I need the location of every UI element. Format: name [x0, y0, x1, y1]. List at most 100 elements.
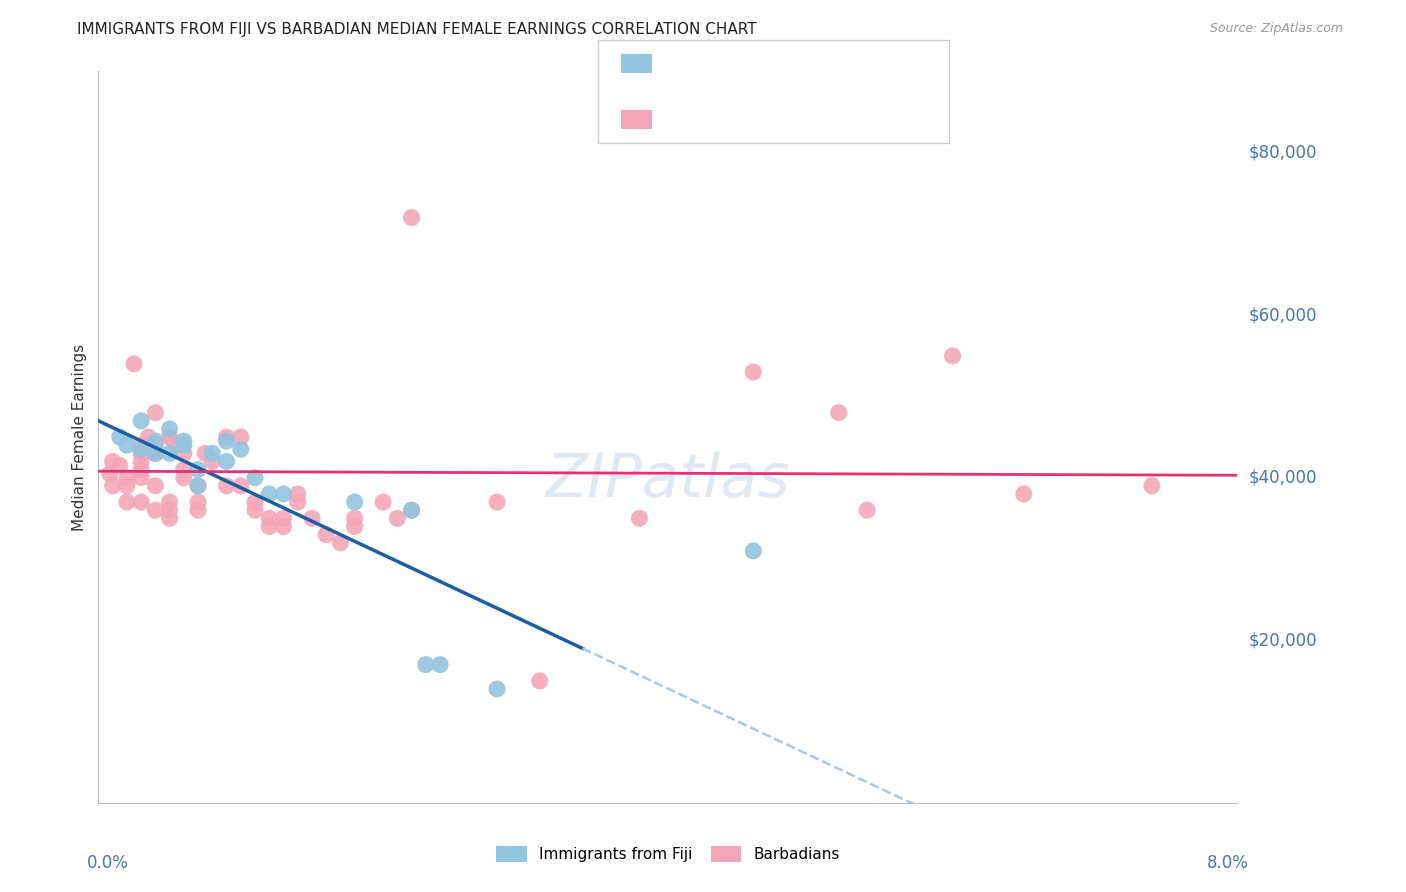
Point	[201, 454, 224, 468]
Text: $80,000: $80,000	[1249, 144, 1317, 161]
Text: $40,000: $40,000	[1249, 468, 1317, 487]
Text: $20,000: $20,000	[1249, 632, 1317, 649]
Point	[273, 487, 295, 501]
Point	[628, 511, 651, 525]
Point	[259, 511, 281, 525]
Point	[115, 479, 138, 493]
Point	[343, 519, 366, 533]
Point	[145, 434, 167, 449]
Point	[115, 438, 138, 452]
Point	[145, 438, 167, 452]
Point	[243, 495, 266, 509]
Text: ZIPatlas: ZIPatlas	[546, 451, 790, 510]
Point	[742, 544, 765, 558]
Point	[129, 462, 152, 476]
Point	[173, 471, 195, 485]
Point	[429, 657, 451, 672]
Point	[187, 462, 209, 476]
Point	[401, 503, 423, 517]
Text: $60,000: $60,000	[1249, 306, 1317, 324]
Point	[145, 479, 167, 493]
Point	[129, 471, 152, 485]
Y-axis label: Median Female Earnings: Median Female Earnings	[72, 343, 87, 531]
Point	[243, 471, 266, 485]
Point	[343, 511, 366, 525]
Point	[129, 414, 152, 428]
Point	[742, 365, 765, 379]
Text: 8.0%: 8.0%	[1206, 854, 1249, 872]
Point	[486, 495, 509, 509]
Point	[159, 446, 181, 460]
Point	[173, 446, 195, 460]
Point	[166, 438, 188, 452]
Point	[129, 495, 152, 509]
Point	[856, 503, 879, 517]
Point	[401, 503, 423, 517]
Point	[136, 430, 159, 444]
Point	[129, 442, 152, 457]
Point	[273, 511, 295, 525]
Point	[287, 495, 309, 509]
Point	[187, 479, 209, 493]
Point	[529, 673, 551, 688]
Point	[1012, 487, 1035, 501]
Point	[108, 430, 131, 444]
Point	[201, 446, 224, 460]
Point	[259, 519, 281, 533]
Point	[215, 430, 238, 444]
Text: 0.0%: 0.0%	[87, 854, 129, 872]
Point	[145, 446, 167, 460]
Point	[145, 446, 167, 460]
Point	[387, 511, 409, 525]
Point	[229, 442, 252, 457]
Point	[98, 467, 121, 481]
Point	[215, 479, 238, 493]
Point	[173, 438, 195, 452]
Point	[229, 479, 252, 493]
Point	[129, 446, 152, 460]
Point	[187, 495, 209, 509]
Point	[101, 454, 124, 468]
Text: R =  -0.007    N = 65: R = -0.007 N = 65	[666, 112, 827, 127]
Point	[145, 503, 167, 517]
Text: Source: ZipAtlas.com: Source: ZipAtlas.com	[1209, 22, 1343, 36]
Point	[215, 454, 238, 468]
Point	[828, 406, 851, 420]
Point	[173, 434, 195, 449]
Point	[942, 349, 965, 363]
Point	[343, 495, 366, 509]
Point	[122, 357, 145, 371]
Point	[159, 422, 181, 436]
Point	[159, 495, 181, 509]
Point	[229, 430, 252, 444]
Point	[145, 406, 167, 420]
Point	[301, 511, 323, 525]
Point	[115, 471, 138, 485]
Point	[101, 479, 124, 493]
Point	[486, 681, 509, 696]
Point	[401, 211, 423, 225]
Point	[415, 657, 437, 672]
Legend: Immigrants from Fiji, Barbadians: Immigrants from Fiji, Barbadians	[489, 840, 846, 868]
Point	[243, 503, 266, 517]
Point	[159, 430, 181, 444]
Point	[287, 487, 309, 501]
Point	[187, 503, 209, 517]
Point	[129, 454, 152, 468]
Text: IMMIGRANTS FROM FIJI VS BARBADIAN MEDIAN FEMALE EARNINGS CORRELATION CHART: IMMIGRANTS FROM FIJI VS BARBADIAN MEDIAN…	[77, 22, 756, 37]
Point	[159, 430, 181, 444]
Point	[1140, 479, 1163, 493]
Point	[215, 434, 238, 449]
Point	[329, 535, 352, 549]
Point	[371, 495, 394, 509]
Point	[259, 487, 281, 501]
Text: R =  -0.594    N = 25: R = -0.594 N = 25	[666, 56, 827, 70]
Point	[173, 462, 195, 476]
Point	[115, 495, 138, 509]
Point	[108, 458, 131, 473]
Point	[159, 503, 181, 517]
Point	[145, 446, 167, 460]
Point	[315, 527, 337, 541]
Point	[129, 438, 152, 452]
Point	[273, 519, 295, 533]
